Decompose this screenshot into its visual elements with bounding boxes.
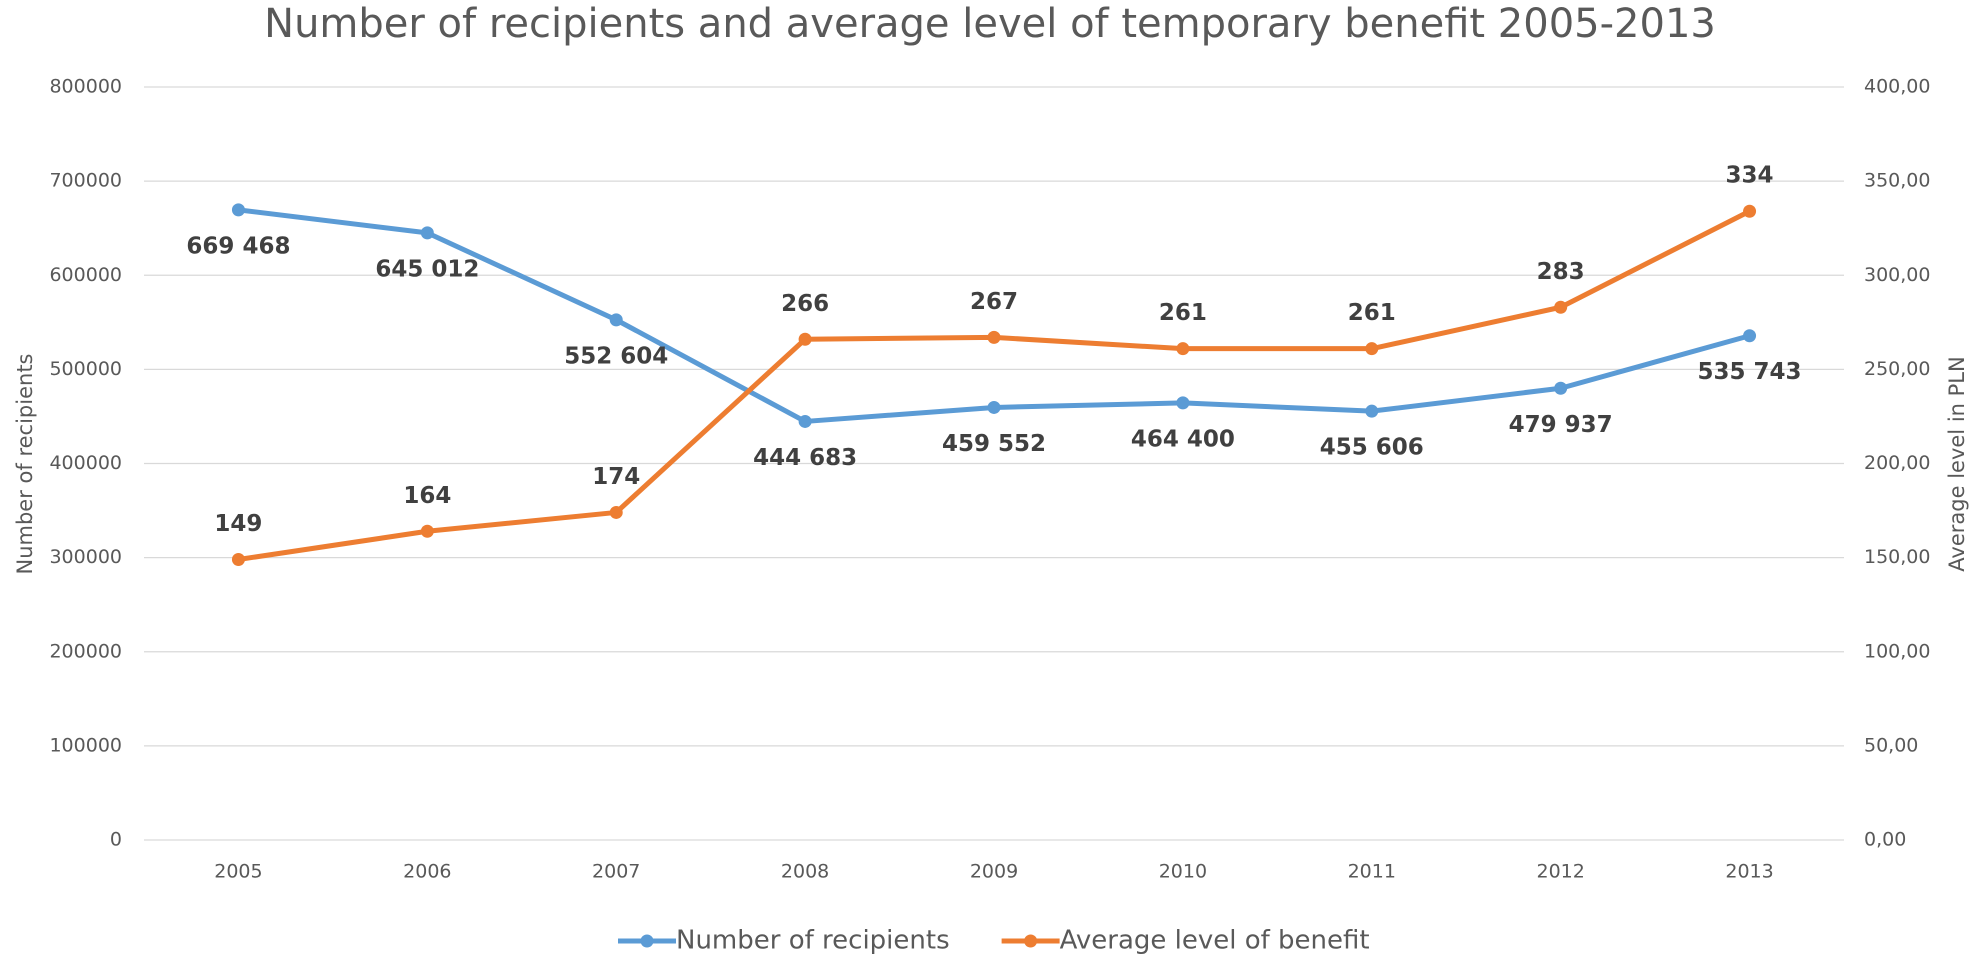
x-tick-label: 2011	[1348, 861, 1396, 883]
y2-tick-label: 250,00	[1864, 358, 1930, 380]
data-label: 459 552	[942, 431, 1046, 457]
y2-tick-label: 300,00	[1864, 264, 1930, 286]
y-tick-label: 400000	[49, 452, 122, 474]
y-tick-label: 500000	[49, 358, 122, 380]
data-point	[1176, 342, 1190, 356]
y2-tick-label: 150,00	[1864, 546, 1930, 568]
x-tick-label: 2005	[214, 861, 262, 883]
data-label: 669 468	[186, 233, 290, 259]
data-label: 174	[592, 464, 640, 490]
x-tick-label: 2010	[1159, 861, 1207, 883]
y2-tick-label: 100,00	[1864, 640, 1930, 662]
data-point	[1743, 329, 1757, 343]
y2-tick-label: 50,00	[1864, 734, 1918, 756]
x-tick-label: 2009	[970, 861, 1018, 883]
y2-tick-label: 350,00	[1864, 170, 1930, 192]
data-label: 267	[970, 289, 1018, 315]
y-axis-title: Number of recipients	[13, 354, 37, 575]
data-label: 261	[1159, 300, 1207, 326]
data-point	[1743, 204, 1757, 218]
chart-title: Number of recipients and average level o…	[264, 1, 1716, 47]
y-tick-label: 200000	[49, 640, 122, 662]
data-label: 149	[214, 511, 262, 537]
data-label: 164	[403, 483, 451, 509]
data-point	[987, 400, 1001, 414]
data-label: 261	[1348, 300, 1396, 326]
y-tick-label: 100000	[49, 734, 122, 756]
x-tick-label: 2007	[592, 861, 640, 883]
data-label: 455 606	[1320, 435, 1424, 461]
data-point	[1365, 342, 1379, 356]
data-label: 444 683	[753, 445, 857, 471]
data-point	[420, 524, 434, 538]
data-label: 535 743	[1698, 359, 1802, 385]
x-tick-label: 2006	[403, 861, 451, 883]
x-tick-label: 2013	[1725, 861, 1773, 883]
data-label: 552 604	[564, 343, 668, 369]
y-tick-label: 600000	[49, 264, 122, 286]
data-point	[798, 414, 812, 428]
data-point	[1176, 396, 1190, 410]
legend-marker	[640, 934, 654, 948]
legend-marker	[1024, 934, 1038, 948]
data-point	[798, 332, 812, 346]
y-tick-label: 0	[110, 829, 122, 851]
data-label: 283	[1537, 259, 1585, 285]
data-point	[1365, 404, 1379, 418]
x-tick-label: 2008	[781, 861, 829, 883]
legend-label: Number of recipients	[676, 926, 950, 956]
data-label: 645 012	[375, 256, 479, 282]
data-label: 334	[1726, 163, 1774, 189]
y2-tick-label: 400,00	[1864, 76, 1930, 98]
data-point	[1554, 381, 1568, 395]
y2-tick-label: 200,00	[1864, 452, 1930, 474]
y-tick-label: 300000	[49, 546, 122, 568]
data-point	[987, 330, 1001, 344]
data-label: 266	[781, 291, 829, 317]
data-point	[231, 553, 245, 567]
y2-axis-title: Average level in PLN	[1945, 356, 1969, 571]
data-point	[231, 203, 245, 217]
data-point	[609, 505, 623, 519]
data-point	[1554, 300, 1568, 314]
data-point	[420, 226, 434, 240]
legend-label: Average level of benefit	[1060, 926, 1370, 956]
y-tick-label: 800000	[49, 76, 122, 98]
data-label: 479 937	[1509, 412, 1613, 438]
data-label: 464 400	[1131, 426, 1235, 452]
data-point	[609, 313, 623, 327]
y2-tick-label: 0,00	[1864, 829, 1906, 851]
x-tick-label: 2012	[1536, 861, 1584, 883]
y-tick-label: 700000	[49, 170, 122, 192]
